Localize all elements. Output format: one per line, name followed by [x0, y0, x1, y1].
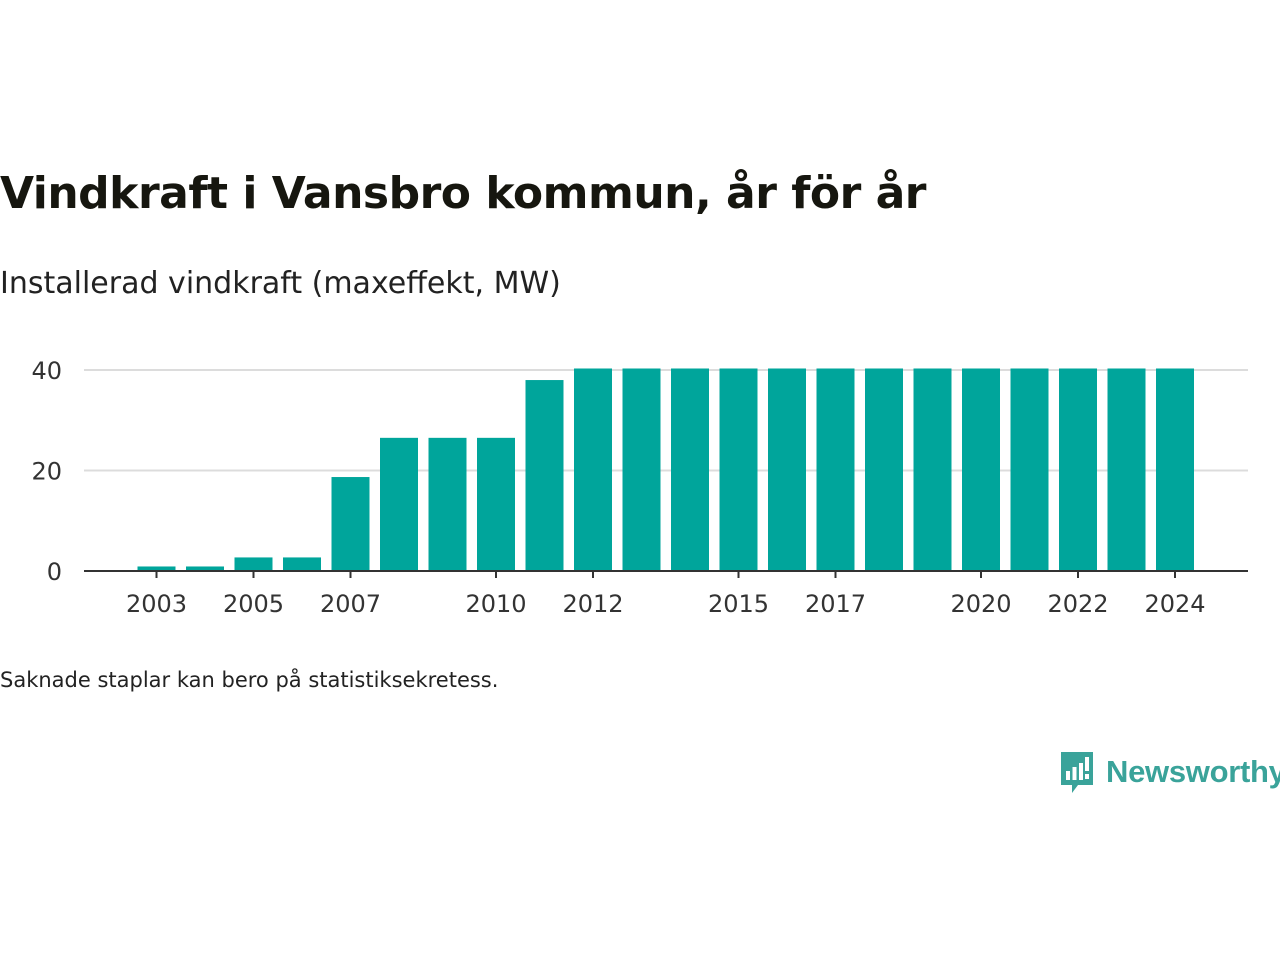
bars: [137, 368, 1194, 571]
bar-2008[interactable]: [380, 437, 418, 571]
bar-2016[interactable]: [768, 368, 806, 571]
bar-chart: 0 20 40 2003 2005 2007 2010 2012 2015 2017 2020 202…: [31, 357, 1248, 618]
x-tick-label: 2015: [708, 590, 769, 618]
y-tick-label: 20: [31, 458, 62, 486]
bar-2024[interactable]: [1156, 368, 1194, 571]
chart-subtitle: Installerad vindkraft (maxeffekt, MW): [0, 266, 561, 301]
bar-2010[interactable]: [477, 437, 515, 571]
brand-name: Newsworthy: [1106, 754, 1280, 789]
bar-2011[interactable]: [525, 380, 564, 571]
bar-2007[interactable]: [331, 477, 370, 571]
bar-2014[interactable]: [671, 368, 709, 571]
chart-title: Vindkraft i Vansbro kommun, år för år: [0, 168, 927, 219]
bar-2012[interactable]: [574, 368, 612, 571]
x-tick-label: 2005: [223, 590, 284, 618]
x-tick-label: 2020: [950, 590, 1011, 618]
grid-lines: [84, 369, 1248, 472]
newsworthy-logo-icon: [1061, 752, 1093, 793]
bar-2022[interactable]: [1059, 368, 1097, 571]
bar-2017[interactable]: [816, 368, 855, 571]
y-tick-label: 0: [47, 558, 62, 586]
bar-2005[interactable]: [234, 557, 273, 571]
x-tick-label: 2010: [465, 590, 526, 618]
bar-2019[interactable]: [913, 368, 952, 571]
x-tick-label: 2007: [320, 590, 381, 618]
bar-2018[interactable]: [865, 368, 903, 571]
bar-2021[interactable]: [1010, 368, 1049, 571]
x-tick-label: 2022: [1047, 590, 1108, 618]
bar-2006[interactable]: [283, 557, 321, 571]
y-tick-label: 40: [31, 357, 62, 385]
bar-2003[interactable]: [137, 566, 176, 571]
x-tick-label: 2012: [562, 590, 623, 618]
footnote: Saknade staplar kan bero på statistiksek…: [0, 668, 499, 692]
x-tick-label: 2024: [1144, 590, 1205, 618]
newsworthy-logo[interactable]: Newsworthy: [1058, 748, 1280, 796]
x-tick-label: 2003: [126, 590, 187, 618]
axes: 0 20 40 2003 2005 2007 2010 2012 2015 2017 2020 202…: [31, 357, 1248, 618]
bar-2013[interactable]: [622, 368, 661, 571]
bar-2020[interactable]: [962, 368, 1000, 571]
bar-2004[interactable]: [186, 566, 224, 571]
bar-2009[interactable]: [428, 437, 467, 571]
x-tick-label: 2017: [805, 590, 866, 618]
bar-2015[interactable]: [719, 368, 758, 571]
bar-2023[interactable]: [1107, 368, 1146, 571]
